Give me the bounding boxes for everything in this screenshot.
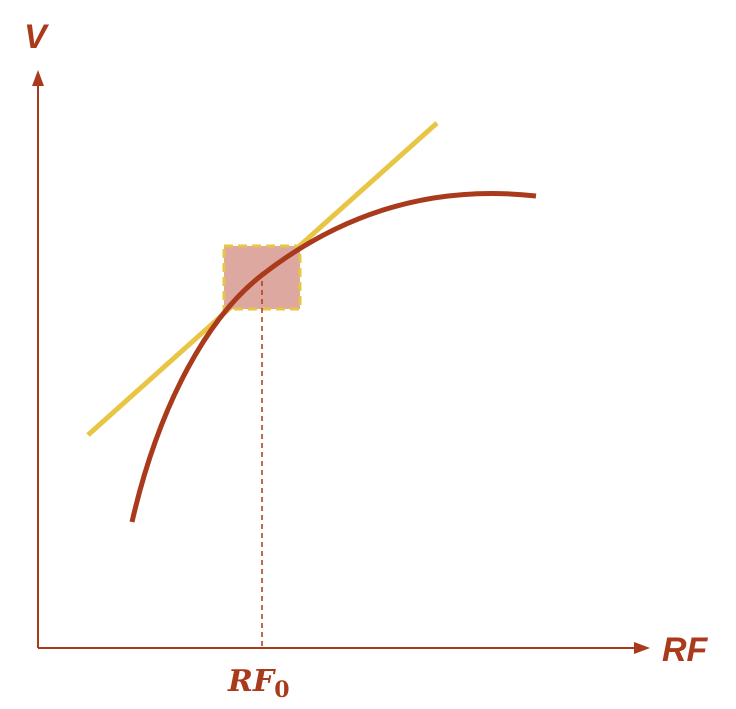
- point-label: RF0: [227, 664, 290, 703]
- value-curve: [129, 191, 537, 523]
- point-label-subscript: 0: [274, 677, 289, 703]
- point-label-main: RF: [227, 664, 277, 699]
- y-axis-label: V: [24, 18, 50, 56]
- x-axis-label: RF: [662, 631, 709, 669]
- x-axis-arrowhead: [634, 642, 650, 654]
- axes: [32, 70, 650, 654]
- y-axis-arrowhead: [32, 70, 44, 86]
